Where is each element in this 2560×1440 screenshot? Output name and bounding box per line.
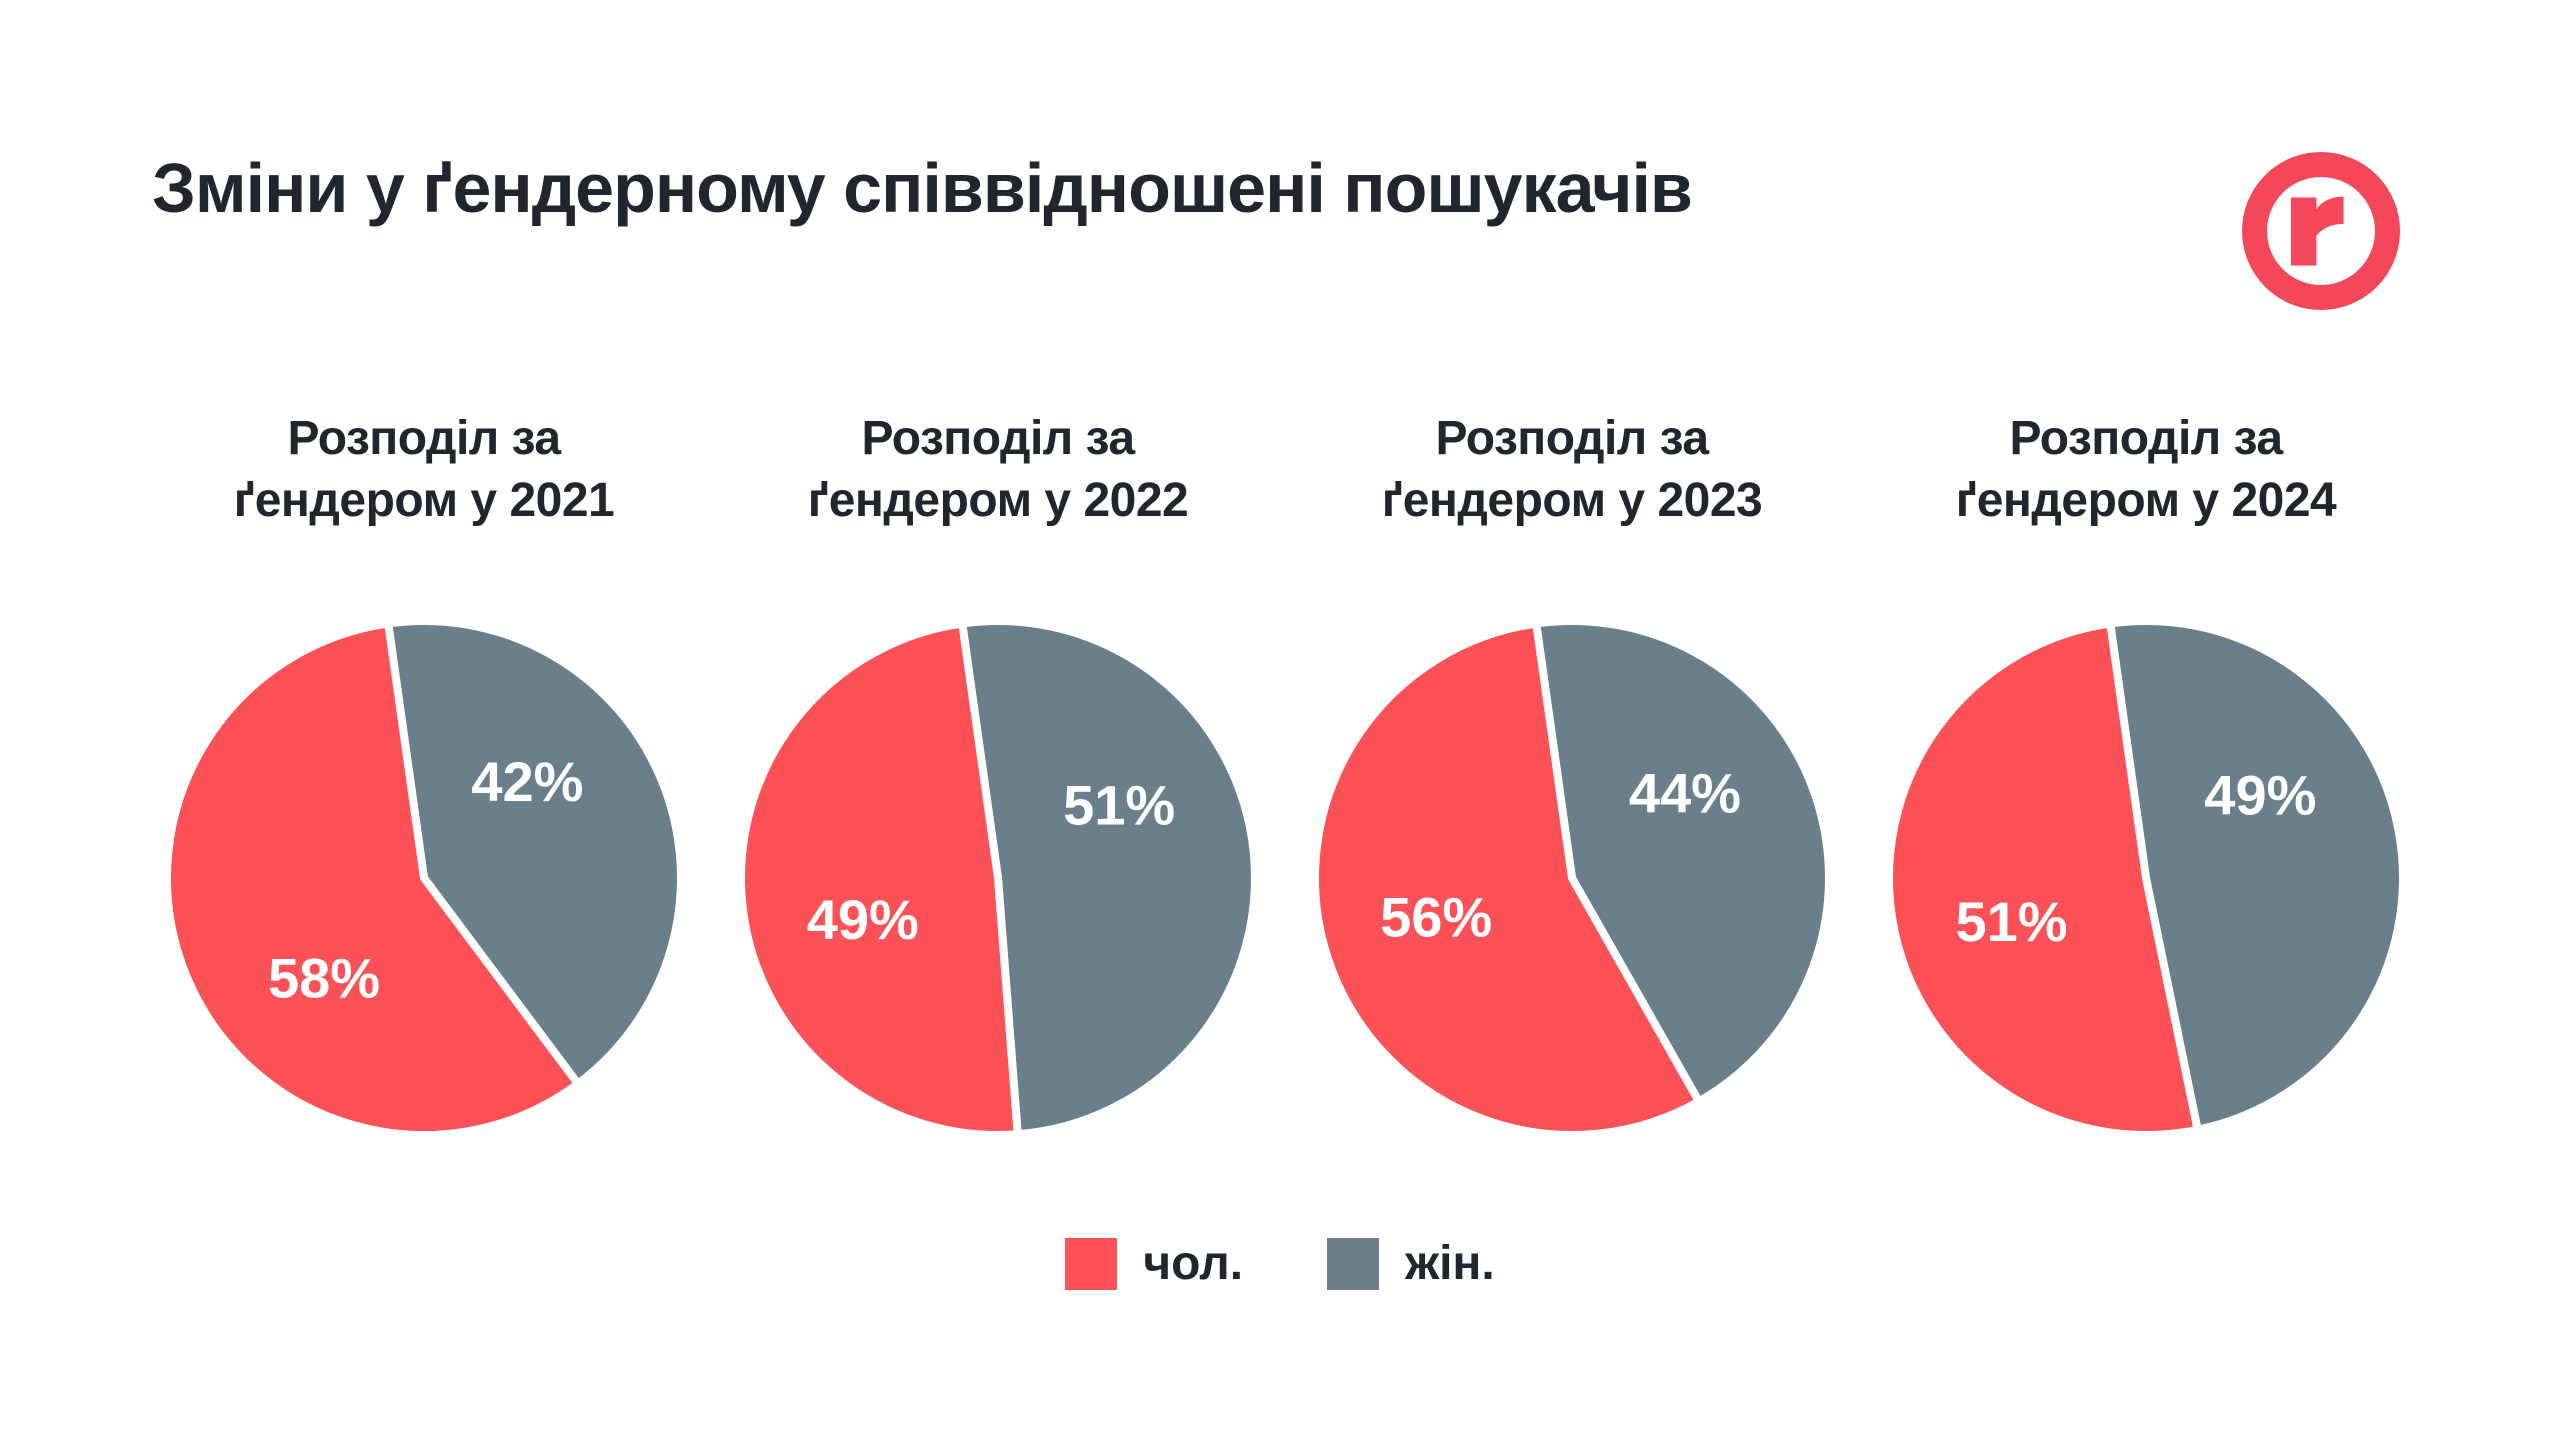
legend-item-male: чол. [1065,1236,1243,1291]
pie-label-male: 51% [1956,890,2068,953]
pie-label-male: 56% [1380,885,1492,948]
chart-title-line: ґендером у 2022 [807,474,1189,527]
pie-slice-female [2106,617,2407,1134]
pie-slice-male [1885,619,2202,1139]
chart-title-2024: Розподіл за ґендером у 2024 [1861,408,2431,532]
pie-slice-male [736,619,1022,1139]
legend: чол. жін. [0,1236,2560,1291]
pie-slice-female [1532,617,1833,1106]
legend-swatch-male [1065,1237,1118,1290]
chart-title-line: ґендером у 2021 [233,474,615,527]
chart-title-2021: Розподіл за ґендером у 2021 [139,408,709,532]
pie-slice-female [958,617,1259,1139]
pie-chart-2022: 51% 49% [736,617,1259,1139]
robota-ua-logo [2242,152,2400,310]
pie-label-male: 49% [807,888,919,951]
pie-label-female: 49% [2204,763,2316,826]
pie-chart-2021: 42% 58% [163,617,685,1139]
chart-title-line: ґендером у 2024 [1955,474,2337,527]
pie-label-male: 58% [268,946,380,1009]
pie-chart-2024: 49% 51% [1885,617,2407,1139]
legend-item-female: жін. [1327,1236,1495,1291]
pie-label-female: 42% [471,750,583,813]
chart-title-line: ґендером у 2023 [1381,474,1763,527]
chart-title-2022: Розподіл за ґендером у 2022 [713,408,1283,532]
legend-label-female: жін. [1405,1237,1495,1290]
chart-title-line: Розподіл за [2009,412,2283,465]
chart-title-2023: Розподіл за ґендером у 2023 [1287,408,1857,532]
legend-label-male: чол. [1143,1237,1244,1290]
page-title: Зміни у ґендерному співвідношені пошукач… [152,149,1693,227]
pie-label-female: 51% [1063,774,1175,837]
pie-label-female: 44% [1629,761,1741,824]
pie-chart-2023: 44% 56% [1311,617,1833,1139]
pie-slice-female [384,617,685,1088]
pie-slice-male [163,619,582,1139]
legend-swatch-female [1327,1237,1380,1290]
logo-r-icon [2290,196,2344,265]
pie-slice-male [1311,619,1703,1139]
chart-title-line: Розподіл за [861,412,1135,465]
chart-title-line: Розподіл за [287,412,561,465]
chart-title-line: Розподіл за [1435,412,1709,465]
